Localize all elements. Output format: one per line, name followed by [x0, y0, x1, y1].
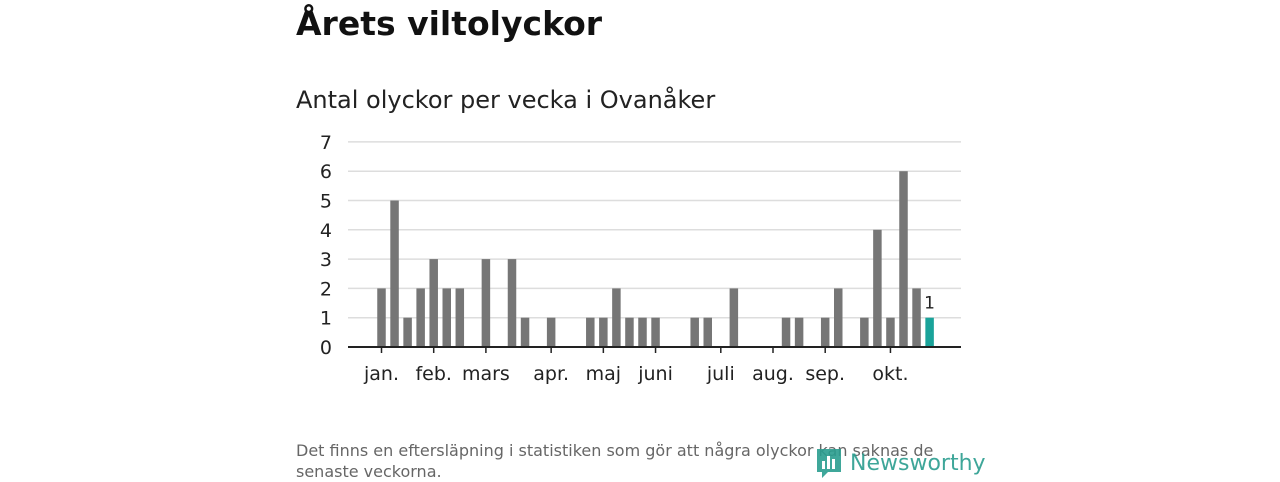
bar [690, 317, 699, 347]
bar [729, 288, 739, 347]
x-tick-label: okt. [872, 363, 908, 385]
brand-logo: Newsworthy [814, 446, 986, 480]
y-tick-label: 0 [320, 337, 332, 359]
bar [390, 200, 399, 347]
y-tick-label: 1 [320, 308, 332, 330]
data-label: 1 [924, 294, 935, 314]
bar [416, 288, 425, 347]
bar [820, 317, 830, 347]
y-tick-label: 2 [320, 278, 332, 300]
bar [586, 317, 595, 347]
x-tick-label: aug. [752, 363, 794, 385]
x-tick-label: jan. [363, 363, 399, 385]
y-tick-label: 6 [320, 161, 332, 183]
y-tick-label: 5 [320, 191, 332, 213]
newsworthy-logo-icon [817, 449, 841, 478]
bar [520, 317, 530, 347]
bar [507, 259, 517, 347]
bar [599, 317, 608, 347]
highlight-bar [925, 317, 934, 347]
x-tick-label: feb. [415, 363, 451, 385]
bar [403, 317, 412, 347]
bar [638, 317, 647, 347]
bar [429, 259, 438, 347]
bar [455, 288, 465, 347]
bar [794, 317, 804, 347]
y-tick-label: 4 [320, 220, 332, 242]
y-tick-label: 7 [320, 132, 332, 154]
bar [625, 317, 634, 347]
bar [873, 229, 882, 347]
x-tick-label: mars [462, 363, 510, 385]
x-tick-label: sep. [805, 363, 845, 385]
bar [886, 317, 895, 347]
bar [442, 288, 451, 347]
bar-chart: 0 1 2 3 4 5 6 7 1 jan. feb. mars apr. maj juni juli aug.… [320, 132, 961, 385]
x-tick-label: maj [586, 363, 621, 385]
bar [546, 317, 556, 347]
page-title: Årets viltolyckor [296, 4, 603, 43]
bar [860, 317, 869, 347]
bar [781, 317, 791, 347]
footnote: Det finns en eftersläpning i statistiken… [296, 441, 934, 481]
brand-name: Newsworthy [850, 450, 986, 476]
bar [912, 288, 921, 347]
bar [651, 317, 660, 347]
chart-subtitle: Antal olyckor per vecka i Ovanåker [296, 86, 716, 114]
bar [834, 288, 843, 347]
x-tick-label: juni [637, 363, 673, 385]
bar [377, 288, 386, 347]
bar [481, 259, 491, 347]
bar [703, 317, 712, 347]
bar [612, 288, 621, 347]
y-tick-label: 3 [320, 249, 332, 271]
bar [899, 171, 908, 347]
x-tick-label: juli [706, 363, 735, 385]
x-tick-label: apr. [533, 363, 569, 385]
